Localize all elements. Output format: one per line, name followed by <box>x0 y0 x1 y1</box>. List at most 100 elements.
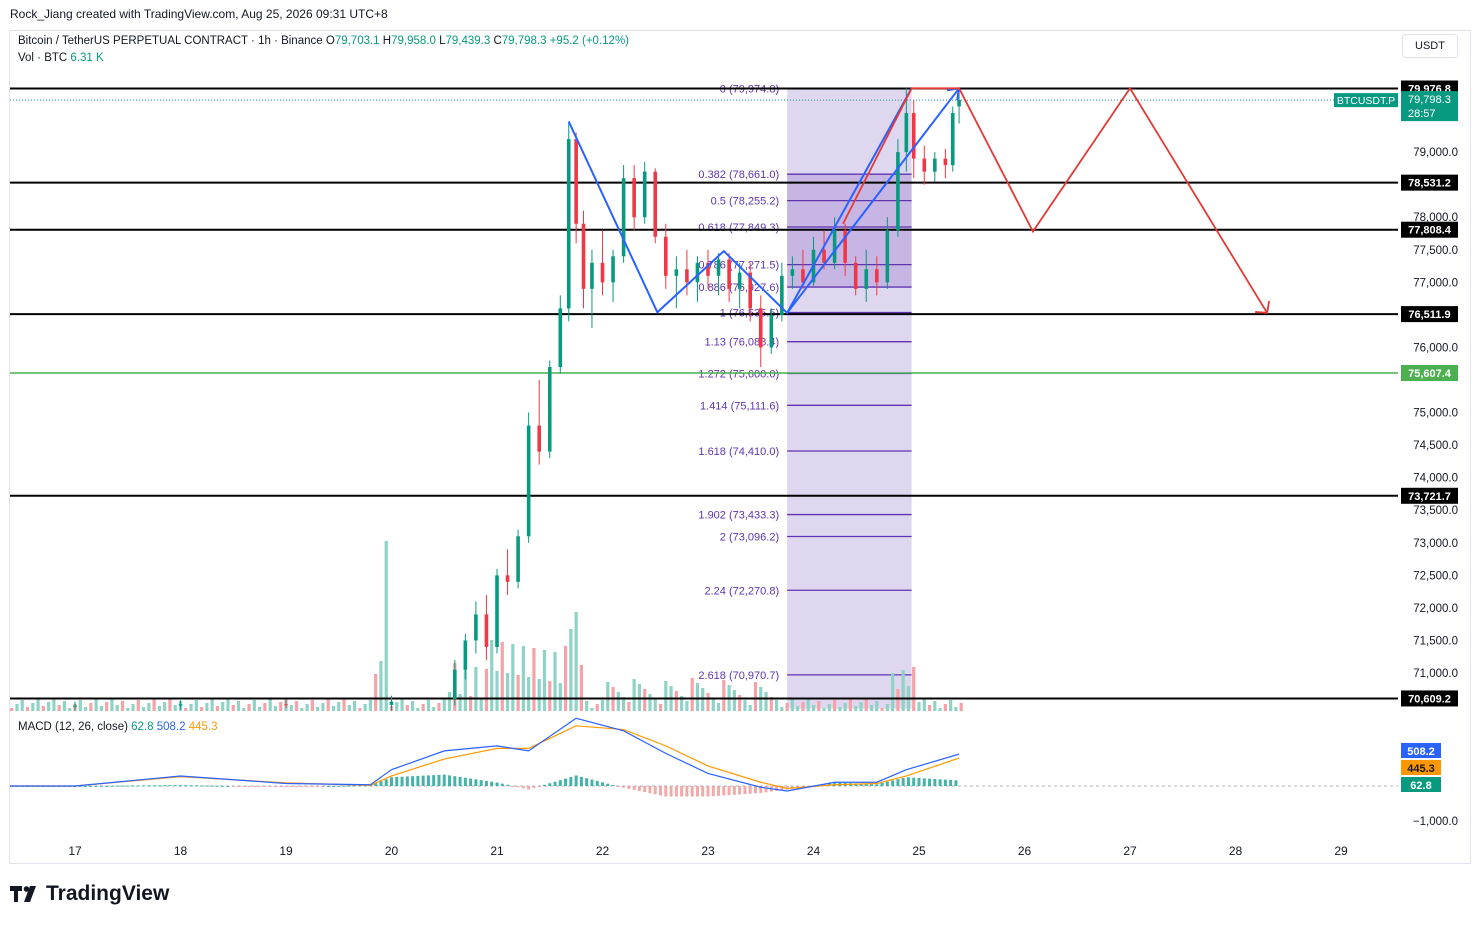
time-tick-label: 21 <box>490 844 504 858</box>
macd-hist-bar <box>954 780 958 786</box>
fib-level-label: 0.5 (78,255.2) <box>711 196 780 208</box>
macd-hist-bar <box>379 781 383 786</box>
candle-body <box>537 425 541 452</box>
volume-bar <box>500 642 504 711</box>
volume-bar <box>405 705 409 711</box>
candle-body <box>516 536 520 582</box>
macd-hist-bar <box>870 784 874 786</box>
macd-hist-bar <box>738 786 742 795</box>
volume-legend[interactable]: Vol · BTC 6.31 K <box>18 52 104 64</box>
macd-hist-bar <box>643 786 647 793</box>
volume-bar <box>864 698 868 711</box>
fib-level-label: 1.272 (75,600.0) <box>698 368 779 380</box>
macd-hist-bar <box>247 786 251 787</box>
macd-hist-bar <box>131 785 135 787</box>
candle-body <box>653 171 658 237</box>
macd-hist-bar <box>120 785 124 787</box>
volume-bar <box>316 707 320 711</box>
volume-bar <box>891 673 895 711</box>
macd-hist-bar <box>110 785 114 787</box>
volume-bar <box>432 707 436 711</box>
low-label: L <box>439 35 446 47</box>
volume-bar <box>695 683 700 711</box>
fib-level-label: 1.902 (73,433.3) <box>698 510 779 522</box>
price-tick-label: 75,000.0 <box>1413 408 1458 420</box>
candle-body <box>864 269 869 289</box>
candle-body <box>558 308 563 367</box>
volume-bar <box>321 703 325 711</box>
macd-hist-bar <box>548 783 552 786</box>
volume-bar <box>527 677 531 711</box>
macd-hist-bar <box>173 785 177 787</box>
time-tick-label: 22 <box>596 844 610 858</box>
volume-bar <box>157 706 161 711</box>
volume-bar <box>738 695 742 711</box>
volume-bar <box>801 702 805 711</box>
volume-bar <box>658 704 663 711</box>
macd-hist-bar <box>859 783 863 786</box>
macd-hist-bar <box>484 780 488 786</box>
macd-hist-bar <box>231 786 235 787</box>
macd-line <box>10 717 960 792</box>
price-tick-label: 73,000.0 <box>1413 538 1458 550</box>
volume-bar <box>205 703 209 711</box>
fib-level-label: 1.414 (75,111.6) <box>700 400 779 412</box>
price-tick-label: 79,000.0 <box>1413 147 1458 159</box>
level-price-label: 75,607.4 <box>1408 368 1452 380</box>
macd-hist-bar <box>384 779 388 786</box>
price-tick-label: 78,000.0 <box>1413 212 1458 224</box>
time-tick-label: 17 <box>68 844 82 858</box>
currency-button[interactable]: USDT <box>1402 34 1458 58</box>
fib-retracement-drawing: 0 (79,974.8) 0.382 (78,661.0) 0.5 (78,255.… <box>698 84 912 709</box>
macd-hist-bar <box>711 786 715 797</box>
macd-hist-bar <box>680 786 684 797</box>
volume-bar <box>289 705 293 711</box>
high-label: H <box>382 35 392 47</box>
volume-bar <box>78 700 82 711</box>
volume-bar <box>236 701 241 711</box>
volume-bar <box>600 700 605 711</box>
volume-bar <box>854 706 858 711</box>
macd-hist-bar <box>727 786 731 796</box>
volume-bar <box>569 629 573 711</box>
macd-hist-bar <box>590 779 594 786</box>
candle-body <box>832 230 837 263</box>
volume-bar <box>922 698 926 711</box>
candle-body <box>904 113 909 153</box>
macd-hist-bar <box>506 784 510 786</box>
volume-bar <box>305 704 309 711</box>
level-price-label: 73,721.7 <box>1408 491 1451 503</box>
macd-hist-bar <box>147 785 151 787</box>
time-tick-label: 23 <box>701 844 715 858</box>
volume-bar <box>252 700 256 711</box>
fib-level-label: 0.618 (77,849.3) <box>698 222 779 234</box>
macd-hist-bar <box>611 785 615 787</box>
time-tick-label: 29 <box>1334 844 1348 858</box>
volume-bar <box>226 698 230 711</box>
volume-bar <box>447 692 452 711</box>
macd-hist-bar <box>321 786 325 787</box>
candle-body <box>463 640 468 670</box>
volume-bar <box>47 702 51 711</box>
candle-body <box>484 614 489 647</box>
volume-bar <box>949 700 953 711</box>
volume-bar <box>194 700 198 711</box>
candle-body <box>843 230 847 263</box>
volume-bar <box>511 644 515 711</box>
volume-bar <box>790 699 794 711</box>
volume-bar <box>89 703 93 711</box>
price-tick-label: 71,500.0 <box>1413 635 1458 647</box>
blue-arrow-line <box>786 87 960 314</box>
macd-hist-bar <box>99 785 103 787</box>
macd-hist-bar <box>279 786 283 787</box>
macd-hist-bar <box>695 786 699 797</box>
symbol-legend[interactable]: Bitcoin / TetherUS PERPETUAL CONTRACT · … <box>18 35 629 47</box>
open-label: O <box>325 35 335 47</box>
fib-level-label: 1.13 (76,088.4) <box>705 337 780 349</box>
volume-bar <box>532 648 536 711</box>
macd-hist-bar <box>537 786 541 787</box>
macd-legend[interactable]: MACD (12, 26, close) 62.8 508.2 445.3 <box>18 721 218 733</box>
candle-body <box>495 575 499 647</box>
level-price-label: 76,511.9 <box>1408 309 1450 321</box>
